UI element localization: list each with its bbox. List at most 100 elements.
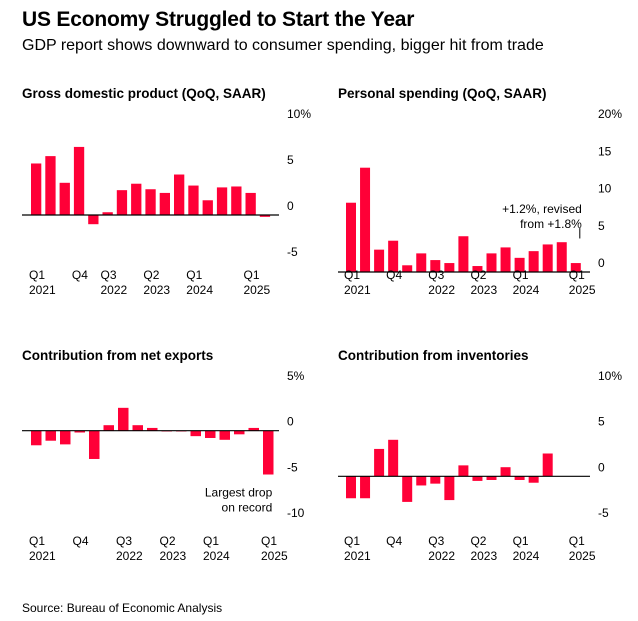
y-tick-label: 15 bbox=[598, 144, 612, 158]
bar bbox=[116, 190, 128, 215]
x-tick-label: Q1 bbox=[344, 534, 360, 548]
y-tick-label: -5 bbox=[287, 460, 298, 474]
x-tick-label: Q1 bbox=[203, 534, 219, 548]
x-tick-label: 2021 bbox=[344, 283, 371, 297]
bar bbox=[360, 476, 371, 499]
y-tick-label: 0 bbox=[287, 415, 294, 429]
bar bbox=[147, 427, 158, 431]
bar bbox=[132, 425, 143, 431]
bar bbox=[388, 439, 399, 477]
bar bbox=[45, 430, 56, 441]
x-tick-label: Q4 bbox=[386, 268, 402, 282]
annotation-text: on record bbox=[222, 500, 273, 514]
bar bbox=[374, 448, 385, 477]
x-tick-label: Q1 bbox=[569, 268, 585, 282]
x-tick-label: Q1 bbox=[513, 268, 529, 282]
y-tick-label: 10 bbox=[598, 182, 612, 196]
net-exports-chart: Contribution from net exports 5% 0 -5 -10 Q1… bbox=[22, 348, 322, 578]
x-tick-label: 2025 bbox=[261, 549, 288, 563]
bar bbox=[472, 266, 483, 272]
x-tick-label: Q1 bbox=[29, 534, 45, 548]
bar bbox=[444, 263, 455, 272]
bar bbox=[528, 476, 539, 483]
bar bbox=[514, 257, 525, 272]
bar bbox=[234, 430, 245, 435]
bar bbox=[159, 192, 170, 215]
x-tick-label: 2023 bbox=[160, 549, 187, 563]
bar bbox=[103, 425, 114, 431]
y-tick-label: 5 bbox=[598, 415, 605, 429]
bar bbox=[205, 430, 216, 438]
bar bbox=[73, 146, 85, 215]
y-tick-label: 0 bbox=[287, 199, 294, 213]
bar bbox=[202, 200, 213, 215]
chart-title: Contribution from net exports bbox=[22, 348, 214, 363]
bar bbox=[74, 430, 85, 433]
x-tick-label: Q3 bbox=[101, 268, 117, 282]
x-tick-label: 2022 bbox=[428, 283, 455, 297]
personal-spending-chart: Personal spending (QoQ, SAAR) 20% 15 10 5 0 Q… bbox=[338, 86, 638, 306]
x-tick-label: Q1 bbox=[186, 268, 202, 282]
y-tick-label: -5 bbox=[287, 245, 298, 259]
bar bbox=[145, 189, 156, 215]
x-tick-label: Q4 bbox=[72, 268, 88, 282]
bar bbox=[458, 465, 469, 477]
bar bbox=[430, 260, 441, 272]
bar bbox=[231, 186, 242, 215]
bar bbox=[45, 156, 56, 215]
bar bbox=[402, 265, 413, 272]
y-tick-label: 10% bbox=[598, 369, 622, 383]
bar bbox=[388, 240, 399, 272]
y-tick-label: -10 bbox=[287, 506, 305, 520]
bar bbox=[472, 476, 483, 481]
chart-title: Personal spending (QoQ, SAAR) bbox=[338, 86, 547, 101]
y-tick-label: -5 bbox=[598, 506, 609, 520]
bar bbox=[486, 476, 497, 480]
x-tick-label: Q1 bbox=[569, 534, 585, 548]
x-tick-label: Q2 bbox=[143, 268, 159, 282]
bar bbox=[102, 212, 113, 215]
x-tick-label: Q2 bbox=[470, 534, 486, 548]
bar bbox=[528, 251, 539, 272]
bar bbox=[131, 183, 142, 215]
y-tick-label: 10% bbox=[287, 107, 311, 121]
bar bbox=[500, 467, 511, 477]
x-tick-label: 2025 bbox=[244, 283, 271, 297]
annotation-text: +1.2%, revised bbox=[502, 202, 582, 216]
x-tick-label: Q3 bbox=[116, 534, 132, 548]
bar bbox=[542, 244, 553, 272]
x-tick-label: 2024 bbox=[513, 283, 540, 297]
x-tick-label: Q4 bbox=[73, 534, 89, 548]
annotation-text: Largest drop bbox=[205, 485, 273, 499]
x-tick-label: 2024 bbox=[513, 549, 540, 563]
x-tick-label: 2023 bbox=[470, 283, 497, 297]
x-tick-label: 2025 bbox=[569, 283, 596, 297]
y-tick-label: 5 bbox=[287, 153, 294, 167]
x-tick-label: 2023 bbox=[470, 549, 497, 563]
y-tick-label: 0 bbox=[598, 256, 605, 270]
annotation-text: from +1.8% bbox=[520, 217, 582, 231]
x-tick-label: Q1 bbox=[29, 268, 45, 282]
y-tick-label: 0 bbox=[598, 460, 605, 474]
bar bbox=[444, 476, 455, 501]
bar bbox=[245, 192, 256, 215]
bar bbox=[59, 182, 70, 215]
bar bbox=[346, 202, 356, 272]
x-tick-label: Q3 bbox=[428, 534, 444, 548]
x-tick-label: 2021 bbox=[344, 549, 371, 563]
bar bbox=[430, 476, 441, 484]
bar bbox=[174, 174, 185, 215]
x-tick-label: Q2 bbox=[470, 268, 486, 282]
bar bbox=[248, 427, 259, 431]
x-tick-label: 2023 bbox=[143, 283, 170, 297]
bar bbox=[556, 242, 567, 272]
bar bbox=[89, 430, 100, 459]
x-tick-label: Q1 bbox=[513, 534, 529, 548]
x-tick-label: Q1 bbox=[344, 268, 360, 282]
bar bbox=[60, 430, 71, 445]
x-tick-label: Q4 bbox=[386, 534, 402, 548]
x-tick-label: Q1 bbox=[244, 268, 260, 282]
